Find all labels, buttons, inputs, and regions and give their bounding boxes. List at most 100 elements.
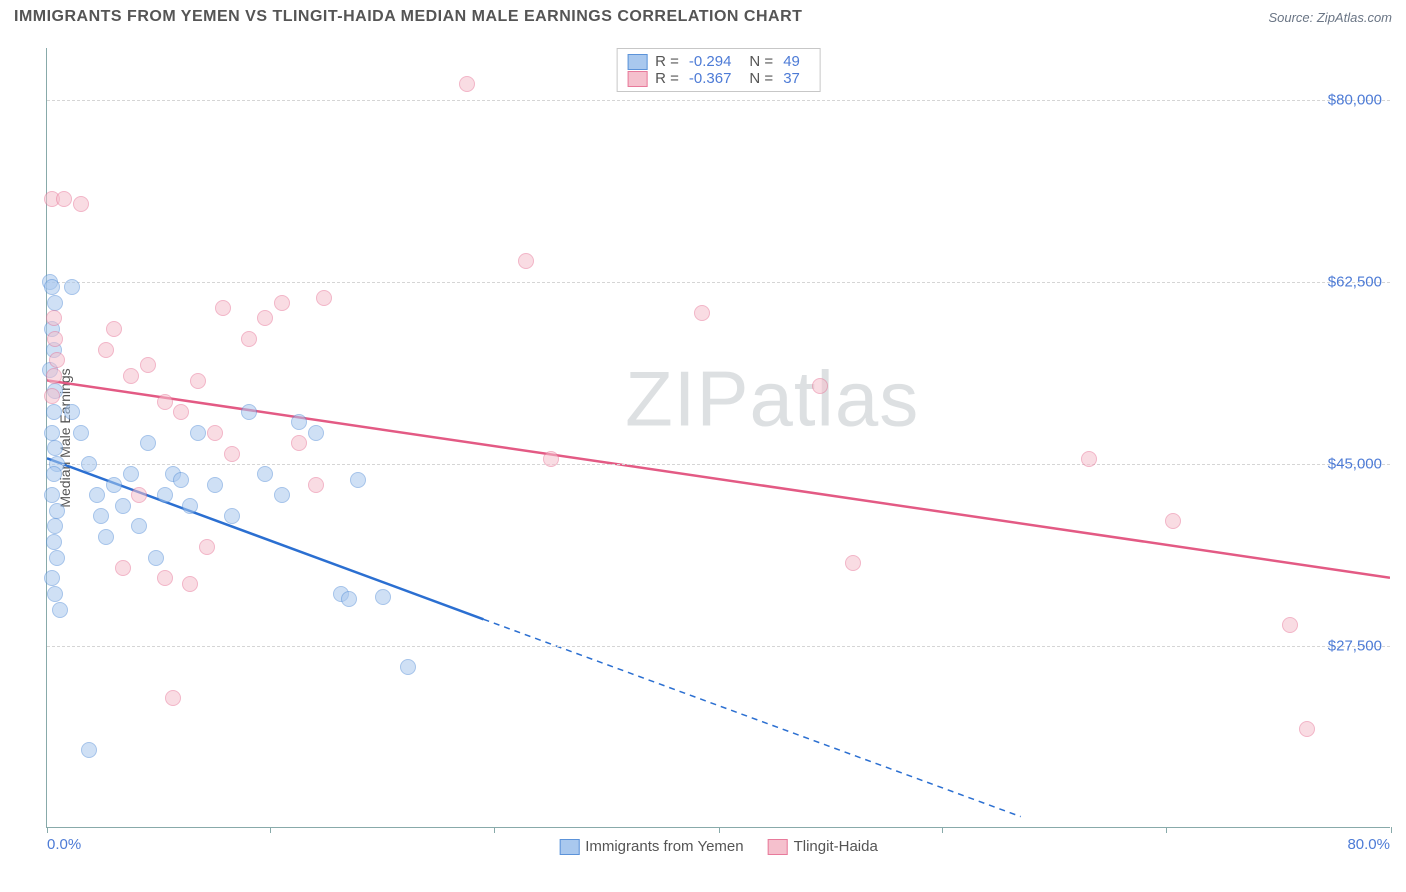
x-tick (719, 827, 720, 833)
scatter-point (1165, 513, 1181, 529)
scatter-point (98, 529, 114, 545)
scatter-point (316, 290, 332, 306)
scatter-point (459, 76, 475, 92)
y-tick-label: $80,000 (1328, 92, 1382, 109)
x-tick (270, 827, 271, 833)
scatter-point (274, 487, 290, 503)
scatter-point (190, 425, 206, 441)
scatter-point (375, 589, 391, 605)
scatter-point (308, 477, 324, 493)
scatter-point (182, 576, 198, 592)
scatter-point (46, 310, 62, 326)
x-tick (1166, 827, 1167, 833)
x-tick (942, 827, 943, 833)
scatter-point (49, 550, 65, 566)
scatter-point (157, 394, 173, 410)
legend-stat-row: R = -0.367N = 37 (627, 70, 810, 87)
y-tick-label: $45,000 (1328, 456, 1382, 473)
scatter-point (182, 498, 198, 514)
scatter-point (157, 487, 173, 503)
x-axis-max-label: 80.0% (1347, 836, 1390, 853)
scatter-point (173, 404, 189, 420)
scatter-point (98, 342, 114, 358)
gridline (47, 100, 1390, 101)
scatter-point (190, 373, 206, 389)
scatter-point (1299, 721, 1315, 737)
scatter-point (341, 591, 357, 607)
series-legend: Immigrants from YemenTlingit-Haida (559, 838, 878, 855)
scatter-point (44, 388, 60, 404)
scatter-point (224, 508, 240, 524)
scatter-point (131, 487, 147, 503)
scatter-point (140, 435, 156, 451)
scatter-point (148, 550, 164, 566)
legend-series-item: Tlingit-Haida (768, 838, 878, 855)
scatter-point (123, 368, 139, 384)
scatter-point (44, 570, 60, 586)
scatter-point (81, 456, 97, 472)
scatter-point (291, 435, 307, 451)
scatter-point (173, 472, 189, 488)
scatter-point (694, 305, 710, 321)
scatter-point (199, 539, 215, 555)
scatter-point (241, 404, 257, 420)
scatter-point (44, 425, 60, 441)
legend-swatch-icon (768, 839, 788, 855)
scatter-point (89, 487, 105, 503)
legend-stat-row: R = -0.294N = 49 (627, 53, 810, 70)
scatter-point (44, 487, 60, 503)
scatter-point (291, 414, 307, 430)
scatter-point (257, 310, 273, 326)
legend-swatch-icon (627, 54, 647, 70)
scatter-point (157, 570, 173, 586)
trend-lines (47, 48, 1390, 827)
scatter-point (1081, 451, 1097, 467)
scatter-point (46, 368, 62, 384)
scatter-point (47, 331, 63, 347)
scatter-point (47, 440, 63, 456)
scatter-point (106, 477, 122, 493)
scatter-point (46, 466, 62, 482)
scatter-point (64, 404, 80, 420)
scatter-point (241, 331, 257, 347)
gridline (47, 282, 1390, 283)
gridline (47, 646, 1390, 647)
scatter-point (1282, 617, 1298, 633)
y-tick-label: $62,500 (1328, 274, 1382, 291)
legend-swatch-icon (559, 839, 579, 855)
scatter-point (115, 560, 131, 576)
scatter-point (64, 279, 80, 295)
chart-plot-area: Median Male Earnings ZIPatlas R = -0.294… (46, 48, 1390, 828)
scatter-point (115, 498, 131, 514)
scatter-point (49, 352, 65, 368)
correlation-legend: R = -0.294N = 49R = -0.367N = 37 (616, 48, 821, 92)
legend-swatch-icon (627, 71, 647, 87)
chart-title: IMMIGRANTS FROM YEMEN VS TLINGIT-HAIDA M… (14, 8, 802, 26)
scatter-point (47, 586, 63, 602)
scatter-point (207, 425, 223, 441)
source-credit: Source: ZipAtlas.com (1268, 10, 1392, 25)
scatter-point (73, 425, 89, 441)
scatter-point (73, 196, 89, 212)
scatter-point (207, 477, 223, 493)
scatter-point (106, 321, 122, 337)
scatter-point (215, 300, 231, 316)
scatter-point (49, 503, 65, 519)
x-axis-min-label: 0.0% (47, 836, 81, 853)
scatter-point (400, 659, 416, 675)
watermark-text: ZIPatlas (625, 353, 919, 444)
x-tick (1391, 827, 1392, 833)
scatter-point (47, 518, 63, 534)
scatter-point (165, 690, 181, 706)
scatter-point (308, 425, 324, 441)
scatter-point (140, 357, 156, 373)
gridline (47, 464, 1390, 465)
scatter-point (350, 472, 366, 488)
scatter-point (81, 742, 97, 758)
scatter-point (93, 508, 109, 524)
scatter-point (47, 295, 63, 311)
x-tick (494, 827, 495, 833)
scatter-point (44, 279, 60, 295)
scatter-point (56, 191, 72, 207)
scatter-point (46, 534, 62, 550)
